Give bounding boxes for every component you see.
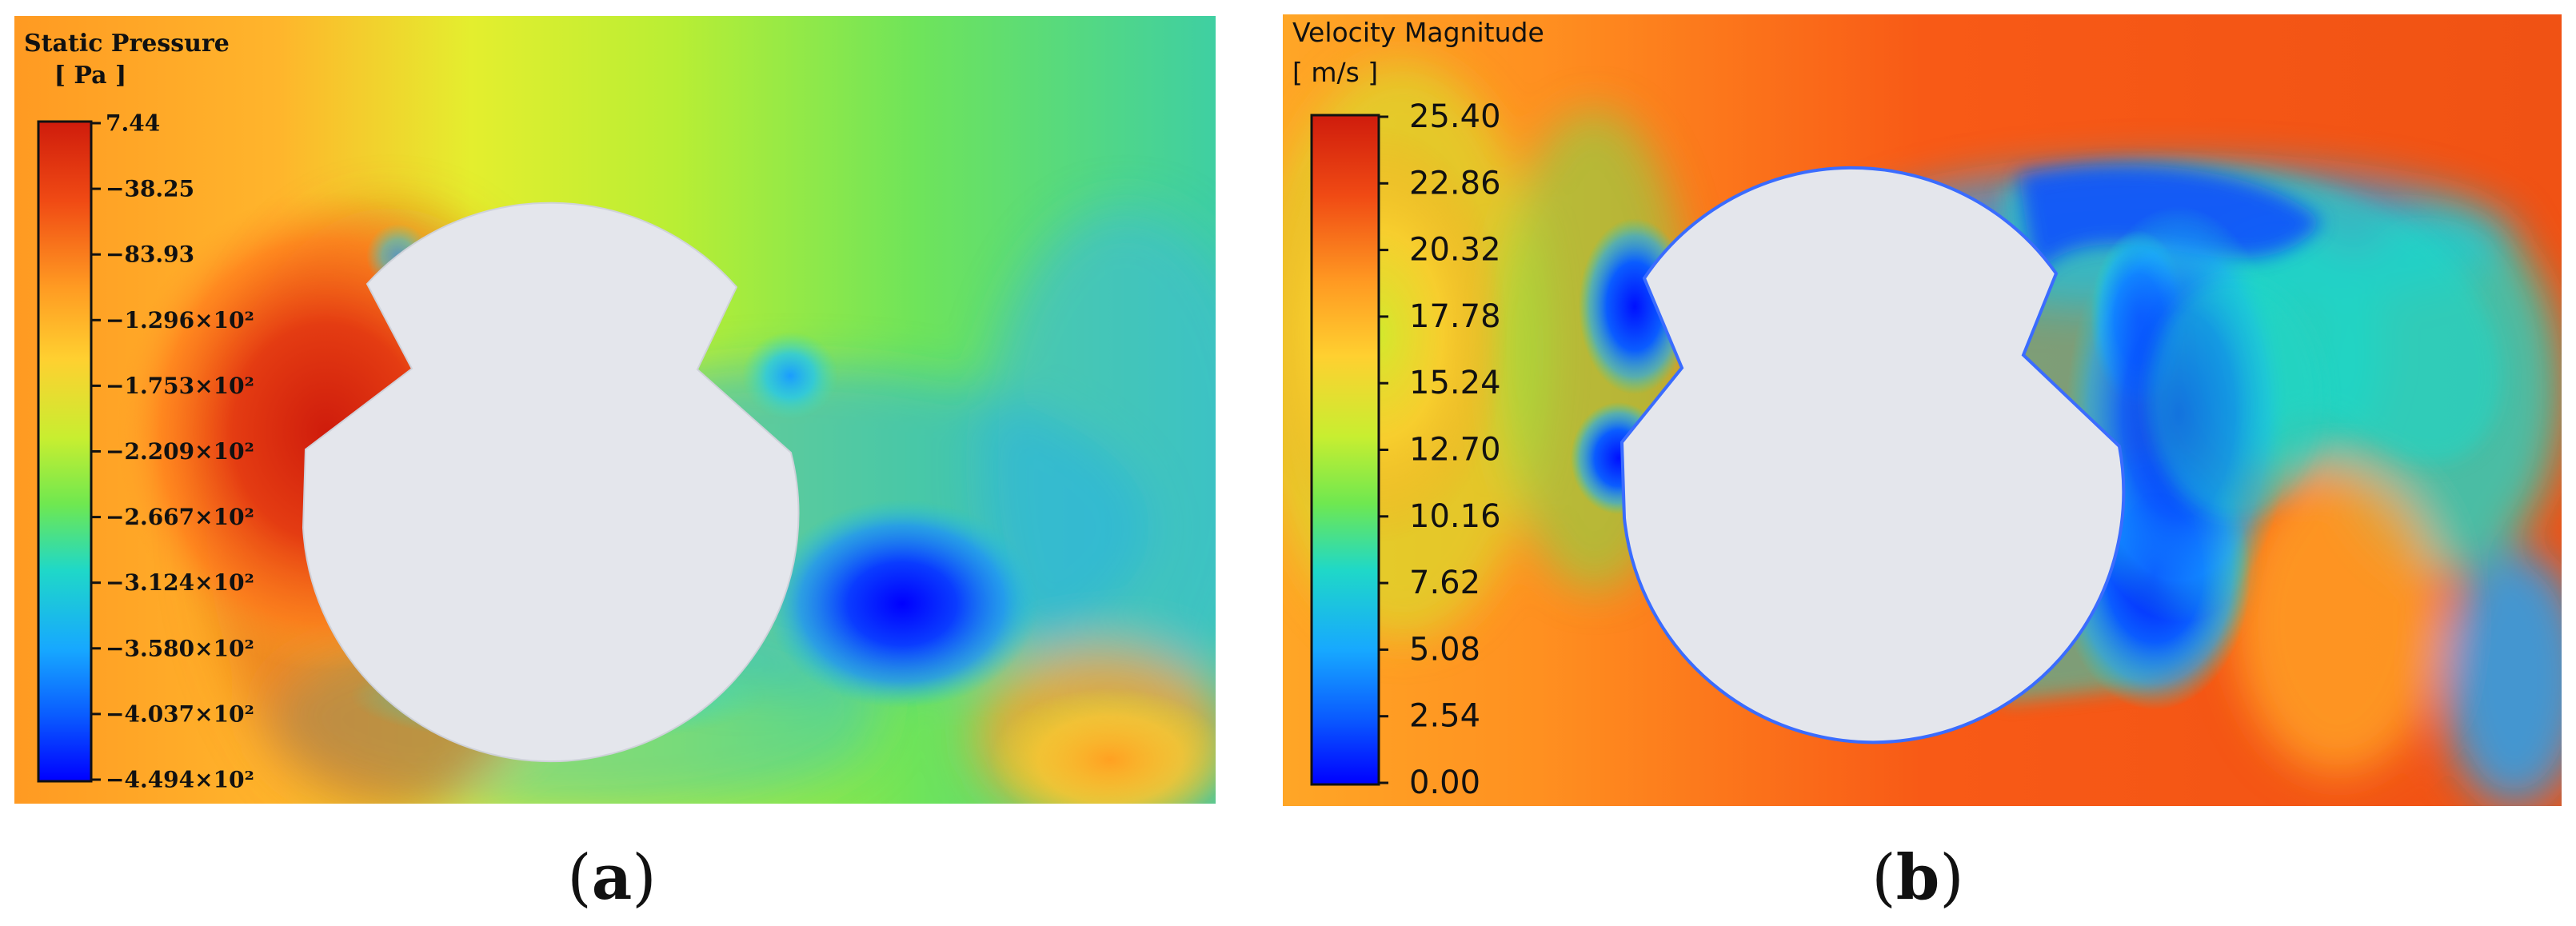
velocity-magnitude-panel: Velocity Magnitude [ m/s ] 25.40 22.86 20.… [1283, 14, 2562, 806]
colorbar-tick-label: −4.037×10² [106, 700, 254, 727]
colorbar-tick-label: −1.296×10² [106, 307, 254, 333]
colorbar-tick-label: −1.753×10² [106, 373, 254, 399]
static-pressure-panel: Static Pressure [ Pa ] 7.44 −38.25 −83.93 −… [14, 16, 1216, 804]
static-pressure-contour: Static Pressure [ Pa ] 7.44 −38.25 −83.93 −… [14, 16, 1216, 804]
colorbar-ticks: 25.40 22.86 20.32 17.78 15.24 12.70 10.16 7.62 5… [1379, 98, 1501, 801]
colorbar [1310, 114, 1380, 786]
colorbar-tick-label: −38.25 [106, 176, 194, 202]
colorbar-tick-label: −3.124×10² [106, 569, 254, 596]
colorbar-tick-label: 22.86 [1409, 165, 1501, 202]
legend-title: Static Pressure [24, 30, 230, 58]
bluff-body [1619, 166, 2126, 744]
colorbar-tick-label: −2.209×10² [106, 438, 254, 465]
legend-title: Velocity Magnitude [1292, 17, 1544, 48]
colorbar-tick-label: 0.00 [1409, 764, 1480, 801]
colorbar-ticks: 7.44 −38.25 −83.93 −1.296×10² −1.753×10² −2.2… [91, 110, 254, 793]
caption-a: (a) [567, 841, 657, 914]
vortex-low-pressure-zone [766, 500, 1038, 708]
colorbar-tick-label: 20.32 [1409, 232, 1501, 269]
bluff-body [302, 202, 800, 763]
colorbar-tick-label: 12.70 [1409, 432, 1501, 469]
colorbar-tick-label: 25.40 [1409, 98, 1501, 135]
velocity-magnitude-contour: Velocity Magnitude [ m/s ] 25.40 22.86 20.… [1283, 14, 2562, 806]
colorbar [37, 120, 93, 783]
colorbar-tick-label: 2.54 [1409, 698, 1480, 735]
colorbar-tick-label: 15.24 [1409, 365, 1501, 401]
colorbar-tick-label: 7.62 [1409, 565, 1480, 601]
colorbar-tick-label: −83.93 [106, 241, 194, 268]
colorbar-tick-label: −2.667×10² [106, 504, 254, 530]
legend-unit: [ m/s ] [1292, 57, 1378, 88]
small-vortex-zone [742, 332, 838, 420]
colorbar-tick-label: 5.08 [1409, 631, 1480, 668]
colorbar-tick-label: −3.580×10² [106, 635, 254, 661]
colorbar-tick-label: 10.16 [1409, 498, 1501, 535]
colorbar-tick-label: 17.78 [1409, 298, 1501, 335]
colorbar-tick-label: 7.44 [106, 110, 160, 137]
caption-b: (b) [1871, 841, 1964, 914]
colorbar-tick-label: −4.494×10² [106, 767, 254, 793]
legend-unit: [ Pa ] [54, 62, 126, 90]
